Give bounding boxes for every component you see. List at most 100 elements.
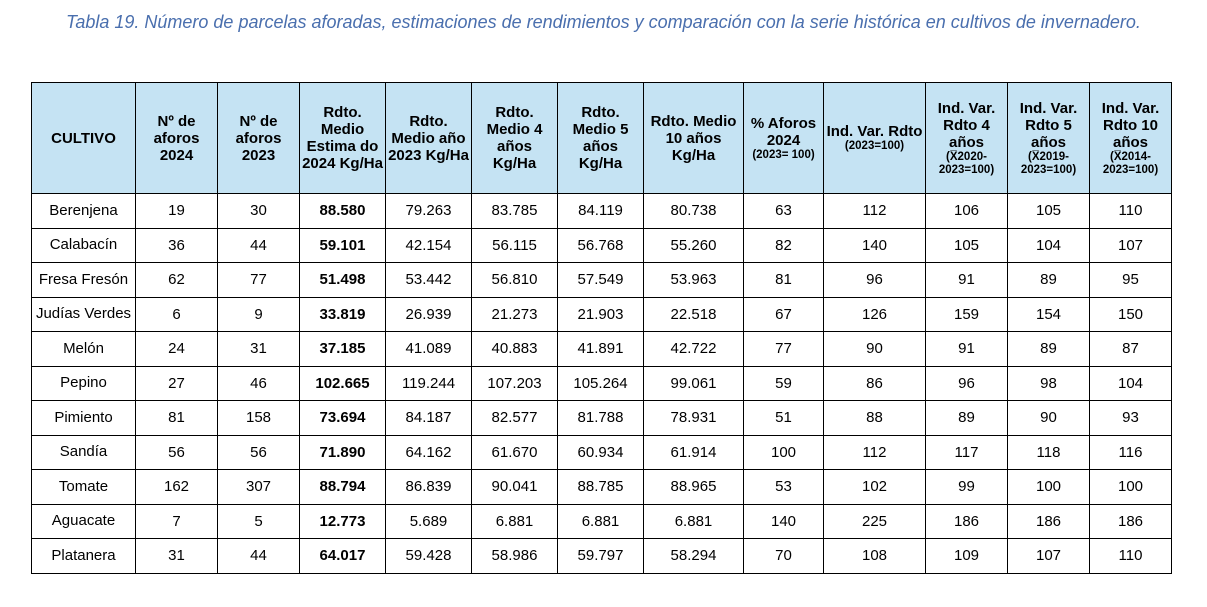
table-cell: 61.914 <box>643 434 744 470</box>
table-cell: 6.881 <box>471 503 558 539</box>
crop-name-cell: Pimiento <box>31 400 136 436</box>
table-cell: 158 <box>217 400 300 436</box>
table-cell: 105 <box>925 227 1008 263</box>
table-cell: 126 <box>823 296 926 332</box>
table-cell: 36 <box>135 227 218 263</box>
table-cell: 81 <box>135 400 218 436</box>
table-cell: 41.891 <box>557 331 644 367</box>
header-cell: Rdto. Medio 4 años Kg/Ha <box>471 82 558 194</box>
table-cell: 96 <box>823 262 926 298</box>
table-cell: 55.260 <box>643 227 744 263</box>
table-cell: 99 <box>925 469 1008 505</box>
table-row: Sandía 56 56 71.890 64.162 61.670 60.934 61.914… <box>31 434 1172 470</box>
table-cell: 30 <box>217 193 300 229</box>
table-cell: 100 <box>743 434 824 470</box>
table-cell: 19 <box>135 193 218 229</box>
table-row: Aguacate 7 5 12.773 5.689 6.881 6.881 6.881 140 2… <box>31 503 1172 539</box>
header-label: Rdto. Medio Estima do 2024 Kg/Ha <box>302 104 383 172</box>
table-cell: 31 <box>135 538 218 574</box>
table-cell: 59.797 <box>557 538 644 574</box>
table-cell: 57.549 <box>557 262 644 298</box>
table-cell: 62 <box>135 262 218 298</box>
table-row: Judías Verdes 6 9 33.819 26.939 21.273 21.903 2… <box>31 296 1172 332</box>
table-cell: 107.203 <box>471 365 558 401</box>
table-cell: 51.498 <box>299 262 386 298</box>
table-cell: 104 <box>1007 227 1090 263</box>
table-cell: 100 <box>1007 469 1090 505</box>
table-cell: 7 <box>135 503 218 539</box>
header-sublabel: (2023=100) <box>844 140 905 152</box>
table-cell: 89 <box>1007 262 1090 298</box>
header-row: CULTIVO Nº de aforos 2024 Nº de aforos 202… <box>31 82 1172 194</box>
table-cell: 41.089 <box>385 331 472 367</box>
crop-name-cell: Melón <box>31 331 136 367</box>
table-cell: 42.722 <box>643 331 744 367</box>
table-cell: 56 <box>135 434 218 470</box>
table-cell: 150 <box>1089 296 1172 332</box>
table-cell: 82.577 <box>471 400 558 436</box>
table-cell: 88.785 <box>557 469 644 505</box>
table-cell: 53.442 <box>385 262 472 298</box>
table-header: CULTIVO Nº de aforos 2024 Nº de aforos 202… <box>31 82 1172 194</box>
table-cell: 104 <box>1089 365 1172 401</box>
table-cell: 106 <box>925 193 1008 229</box>
table-cell: 6.881 <box>557 503 644 539</box>
table-cell: 42.154 <box>385 227 472 263</box>
table-cell: 77 <box>743 331 824 367</box>
table-row: Fresa Fresón 62 77 51.498 53.442 56.810 57.549… <box>31 262 1172 298</box>
table-cell: 88.794 <box>299 469 386 505</box>
header-label: CULTIVO <box>51 129 116 147</box>
table-cell: 108 <box>823 538 926 574</box>
table-cell: 58.986 <box>471 538 558 574</box>
header-cell: Ind. Var. Rdto 5 años (X̅2019- 2023=100) <box>1007 82 1090 194</box>
table-cell: 9 <box>217 296 300 332</box>
table-cell: 89 <box>1007 331 1090 367</box>
table-cell: 59.101 <box>299 227 386 263</box>
table-cell: 98 <box>1007 365 1090 401</box>
table-cell: 71.890 <box>299 434 386 470</box>
table-cell: 56 <box>217 434 300 470</box>
header-label: Rdto. Medio 10 años Kg/Ha <box>650 112 737 164</box>
table-row: Berenjena 19 30 88.580 79.263 83.785 84.119 80.… <box>31 193 1172 229</box>
header-cell: Rdto. Medio Estima do 2024 Kg/Ha <box>299 82 386 194</box>
table-cell: 88.580 <box>299 193 386 229</box>
table-cell: 56.768 <box>557 227 644 263</box>
table-cell: 117 <box>925 434 1008 470</box>
table-cell: 61.670 <box>471 434 558 470</box>
table-cell: 44 <box>217 538 300 574</box>
table-cell: 84.187 <box>385 400 472 436</box>
table-cell: 59.428 <box>385 538 472 574</box>
table-cell: 102 <box>823 469 926 505</box>
table-cell: 107 <box>1007 538 1090 574</box>
table-cell: 5.689 <box>385 503 472 539</box>
header-cell: Rdto. Medio 10 años Kg/Ha <box>643 82 744 194</box>
table-cell: 37.185 <box>299 331 386 367</box>
table-cell: 112 <box>823 434 926 470</box>
table-cell: 26.939 <box>385 296 472 332</box>
table-cell: 64.017 <box>299 538 386 574</box>
crop-name-cell: Platanera <box>31 538 136 574</box>
header-cell: Nº de aforos 2024 <box>135 82 218 194</box>
table-cell: 140 <box>823 227 926 263</box>
table-cell: 307 <box>217 469 300 505</box>
header-label: Ind. Var. Rdto 4 años <box>937 99 996 151</box>
table-cell: 78.931 <box>643 400 744 436</box>
table-cell: 186 <box>925 503 1008 539</box>
header-label: Rdto. Medio año 2023 Kg/Ha <box>388 112 469 164</box>
header-label: Ind. Var. Rdto 5 años <box>1019 99 1078 151</box>
table-row: Pimiento 81 158 73.694 84.187 82.577 81.788 78.… <box>31 400 1172 436</box>
crop-name-cell: Fresa Fresón <box>31 262 136 298</box>
crop-name-cell: Pepino <box>31 365 136 401</box>
header-cell: CULTIVO <box>31 82 136 194</box>
table-cell: 95 <box>1089 262 1172 298</box>
table-cell: 91 <box>925 262 1008 298</box>
table-cell: 162 <box>135 469 218 505</box>
table-cell: 90 <box>1007 400 1090 436</box>
table-caption: Tabla 19. Número de parcelas aforadas, e… <box>66 12 1141 32</box>
header-label: Ind. Var. Rdto 10 años <box>1101 99 1160 151</box>
crop-name-cell: Berenjena <box>31 193 136 229</box>
table-cell: 21.903 <box>557 296 644 332</box>
header-cell: Ind. Var. Rdto (2023=100) <box>823 82 926 194</box>
header-cell: Ind. Var. Rdto 4 años (X̅2020- 2023=100) <box>925 82 1008 194</box>
table-cell: 46 <box>217 365 300 401</box>
